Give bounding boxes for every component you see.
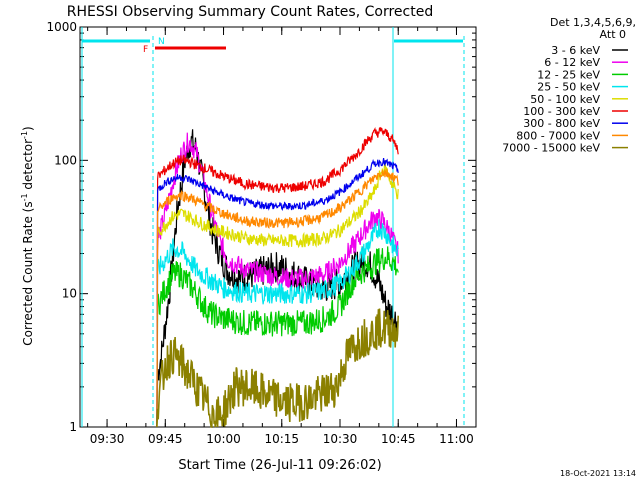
series-line-50-100 [156, 160, 399, 428]
series-line-7000-15000 [156, 308, 399, 428]
y-axis-label: Corrected Count Rate (s-1 detector-1) [20, 126, 35, 345]
footer-date: 18-Oct-2021 13:14 [560, 469, 636, 478]
legend-label: 25 - 50 keV [537, 81, 600, 94]
x-axis-label: Start Time (26-Jul-11 09:26:02) [178, 458, 381, 473]
plot-area: 1 10 100 1000 09:30 09:45 10:00 10:15 10:30 10:45… [46, 20, 477, 446]
x-tick-label: 10:15 [264, 432, 299, 446]
y-axis-label-end: ) [21, 126, 35, 131]
series-line-25-50 [156, 219, 399, 428]
plot-frame [79, 26, 477, 428]
night-label: N [158, 37, 165, 47]
legend-label: 12 - 25 keV [537, 68, 600, 81]
y-axis-label-sup2: -1 [20, 131, 29, 139]
legend-header-line2: Att 0 [600, 28, 626, 41]
y-axis-label-mid: detector [21, 139, 35, 194]
legend-label: 100 - 300 keV [523, 105, 600, 118]
x-tick-label: 10:45 [381, 432, 416, 446]
series-line-300-800 [156, 158, 399, 428]
legend-header-line1: Det 1,3,4,5,6,9, [550, 16, 636, 29]
y-tick-label: 100 [54, 153, 77, 167]
series-line-6-12 [156, 132, 399, 428]
legend-label: 6 - 12 keV [544, 56, 600, 69]
chart-title: RHESSI Observing Summary Count Rates, Co… [67, 4, 433, 20]
series-line-100-300 [156, 126, 399, 428]
y-axis-label-main: Corrected Count Rate (s [21, 201, 35, 345]
y-axis-label-sup1: -1 [20, 193, 29, 201]
x-tick-label: 10:30 [323, 432, 358, 446]
y-tick-label: 1000 [46, 20, 77, 34]
x-tick-label: 11:00 [439, 432, 474, 446]
y-tick-label: 10 [62, 287, 77, 301]
series-line-800-7000 [156, 168, 399, 428]
legend-label: 800 - 7000 keV [516, 129, 600, 142]
x-tick-label: 10:00 [206, 432, 241, 446]
x-tick-label: 09:30 [90, 432, 125, 446]
flare-label: F [143, 45, 148, 55]
x-tick-label: 09:45 [148, 432, 183, 446]
y-tick-label: 1 [69, 420, 77, 434]
legend-label: 7000 - 15000 keV [502, 142, 600, 155]
legend-label: 300 - 800 keV [523, 117, 600, 130]
legend-label: 50 - 100 keV [530, 93, 600, 106]
legend-label: 3 - 6 keV [551, 44, 600, 57]
